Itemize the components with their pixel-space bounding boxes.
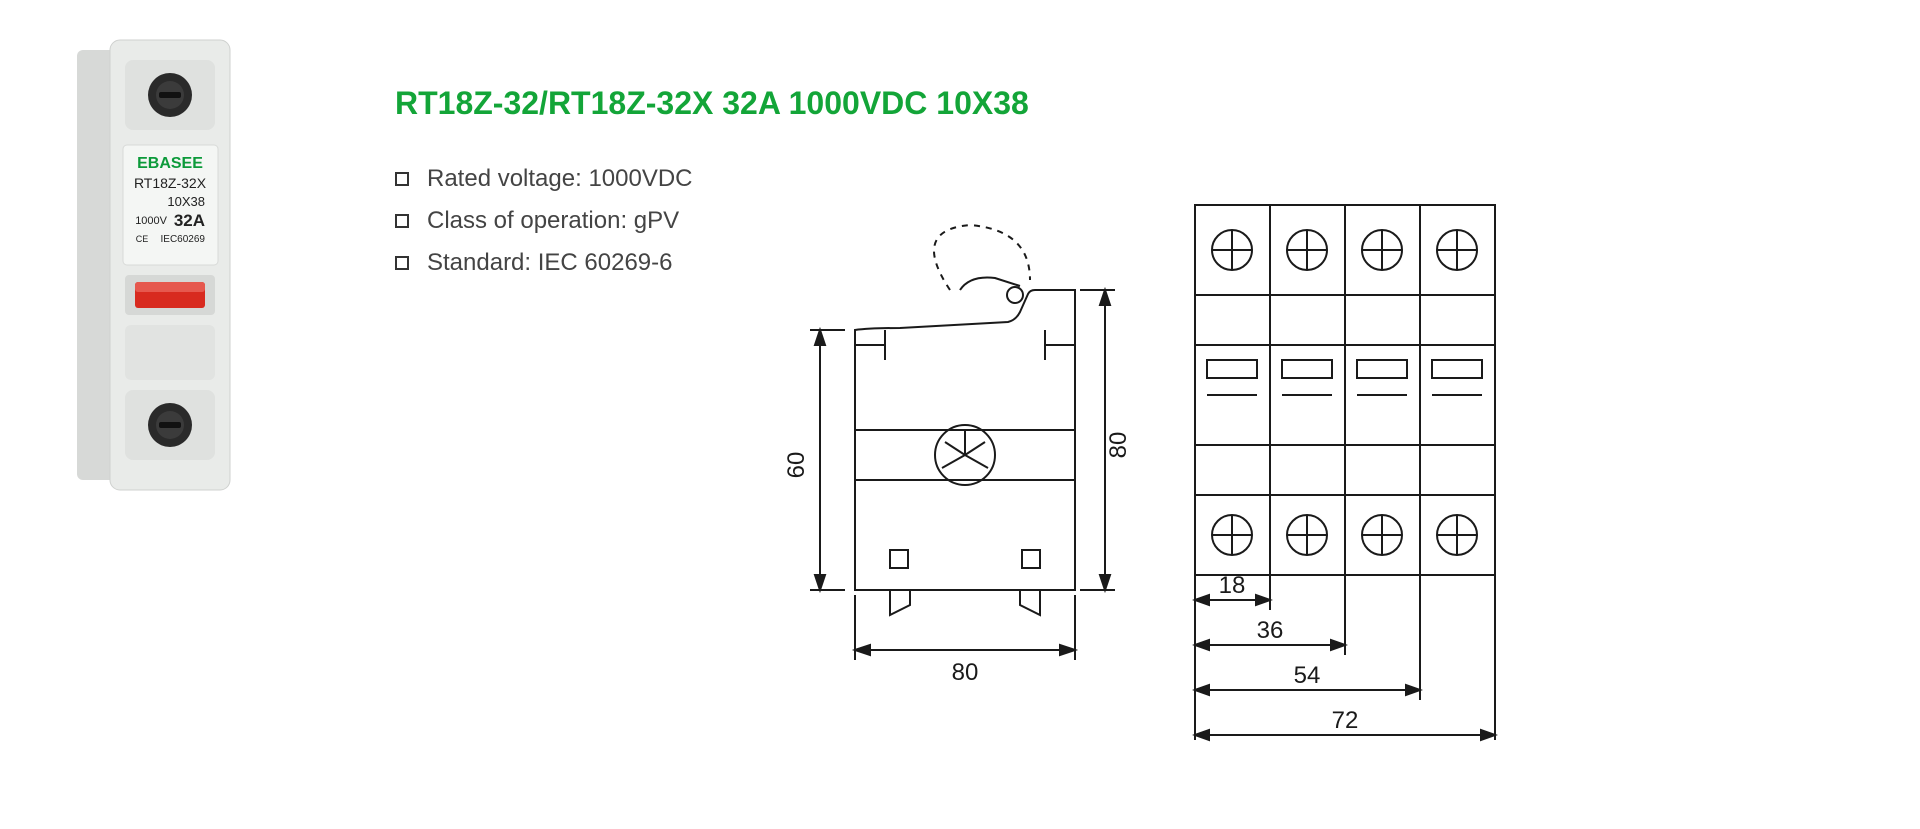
spec-label: Standard: IEC 60269-6: [427, 249, 673, 277]
diagram-front-view: 18 36 54 72: [1165, 195, 1545, 755]
dim-36: 36: [1257, 617, 1284, 644]
dim-60: 60: [783, 452, 810, 479]
dim-54: 54: [1294, 662, 1321, 689]
product-photo: EBASEE RT18Z-32X 10X38 1000V 32A CE IEC6…: [55, 30, 265, 500]
dim-18: 18: [1219, 572, 1246, 599]
spec-list: Rated voltage: 1000VDC Class of operatio…: [395, 165, 693, 291]
spec-label: Class of operation: gPV: [427, 207, 679, 235]
ce-text: CE: [136, 234, 149, 244]
dim-80v: 80: [1105, 432, 1132, 459]
diagram-side-view: 60 80 80: [760, 220, 1140, 720]
bullet-icon: [395, 172, 409, 186]
fuse-size-text: 10X38: [167, 194, 205, 209]
spec-item: Rated voltage: 1000VDC: [395, 165, 693, 193]
dim-80h: 80: [952, 659, 979, 686]
bullet-icon: [395, 256, 409, 270]
product-title: RT18Z-32/RT18Z-32X 32A 1000VDC 10X38: [395, 85, 1029, 122]
spec-item: Class of operation: gPV: [395, 207, 693, 235]
spec-item: Standard: IEC 60269-6: [395, 249, 693, 277]
voltage-text: 1000V: [135, 215, 167, 227]
brand-text: EBASEE: [137, 155, 203, 172]
model-text: RT18Z-32X: [134, 175, 207, 191]
spec-label: Rated voltage: 1000VDC: [427, 165, 693, 193]
current-text: 32A: [174, 211, 205, 230]
bullet-icon: [395, 214, 409, 228]
std-text: IEC60269: [161, 234, 206, 245]
dim-72: 72: [1332, 707, 1359, 734]
